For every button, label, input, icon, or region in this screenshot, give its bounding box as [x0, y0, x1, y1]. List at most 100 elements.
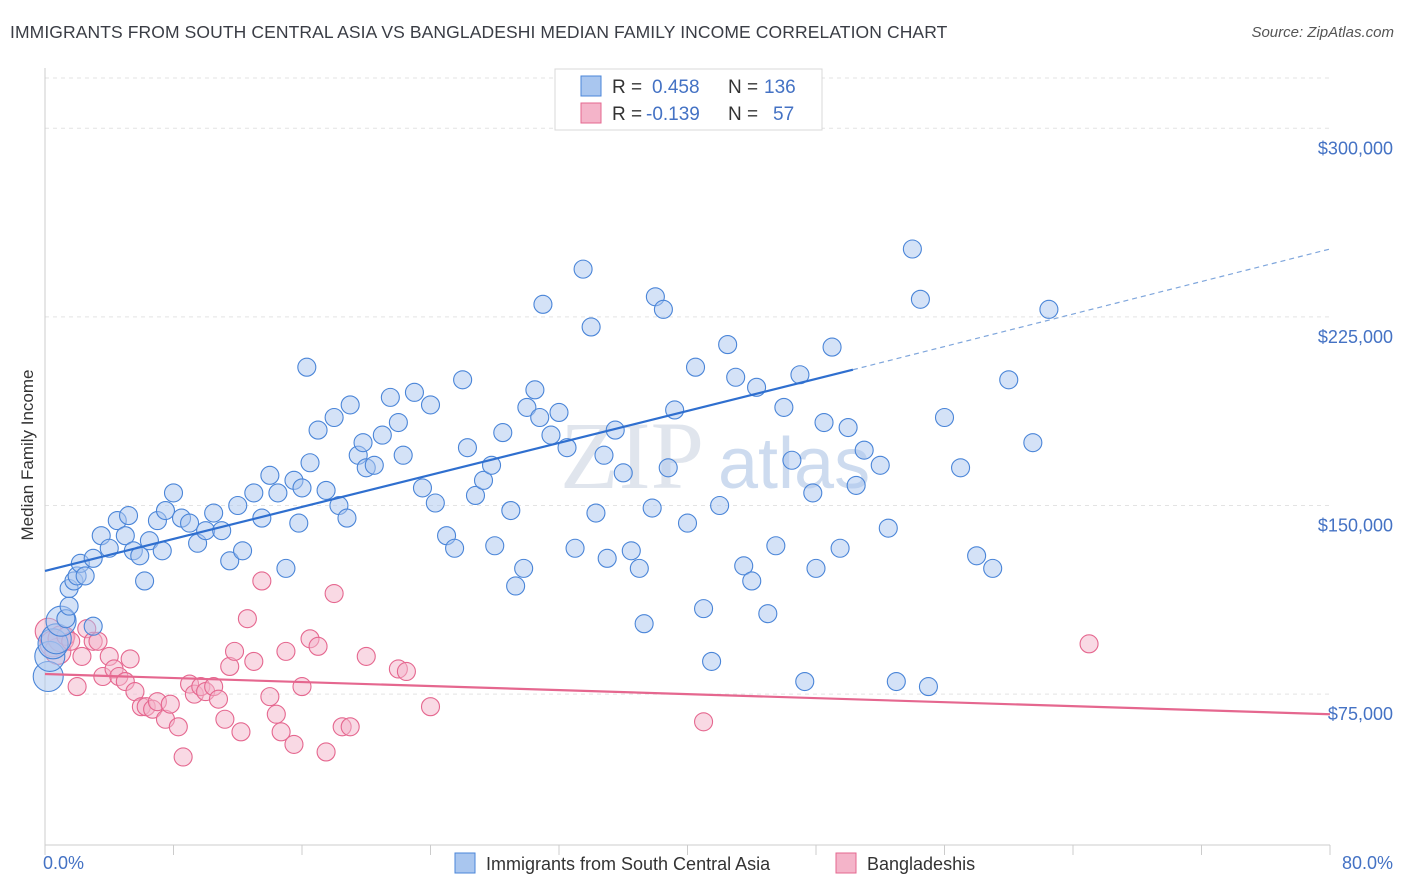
- blue-point-25: [152, 541, 172, 561]
- blue-point-44: [297, 357, 317, 377]
- pink-point-24: [168, 717, 188, 737]
- blue-point-102: [702, 651, 722, 671]
- legend-n-label-2: N =: [728, 104, 758, 125]
- blue-point-130: [951, 458, 971, 478]
- blue-point-81: [549, 402, 569, 423]
- blue-point-116: [806, 558, 826, 578]
- blue-point-94: [642, 498, 662, 518]
- blue-point-11: [75, 566, 95, 586]
- pink-trend-line: [44, 672, 1331, 716]
- blue-point-79: [533, 294, 553, 314]
- blue-point-43: [292, 478, 312, 498]
- blue-trend-extension: [852, 248, 1331, 371]
- blue-point-75: [514, 558, 534, 578]
- y-tick-label-2: $225,000: [1318, 327, 1393, 347]
- pink-point-42: [276, 641, 296, 661]
- x-tick-labels: 0.0% 80.0%: [43, 853, 1393, 873]
- blue-point-132: [983, 558, 1003, 578]
- blue-point-106: [734, 556, 754, 576]
- blue-point-66: [453, 370, 473, 390]
- blue-point-21: [135, 571, 155, 591]
- blue-point-51: [340, 395, 360, 415]
- grid-lines: [45, 77, 1330, 695]
- blue-point-55: [364, 455, 384, 475]
- blue-point-31: [204, 503, 224, 523]
- blue-point-71: [485, 536, 505, 556]
- blue-point-67: [457, 438, 477, 458]
- blue-point-96: [653, 299, 673, 319]
- bottom-legend-label-2: Bangladeshis: [867, 854, 975, 874]
- pink-point-6: [67, 677, 87, 697]
- blue-point-92: [629, 558, 649, 578]
- blue-point-65: [445, 538, 465, 558]
- legend-swatch-blue: [580, 75, 602, 97]
- pink-point-31: [208, 689, 229, 709]
- blue-point-121: [846, 475, 866, 495]
- correlation-legend: R = 0.458 N = 136 R = -0.139 N = 57: [554, 68, 823, 131]
- chart-title: IMMIGRANTS FROM SOUTH CENTRAL ASIA VS BA…: [10, 22, 948, 42]
- blue-point-35: [233, 541, 253, 561]
- pink-point-51: [356, 646, 376, 666]
- blue-point-99: [677, 513, 698, 533]
- blue-point-56: [372, 425, 392, 445]
- blue-point-100: [685, 357, 706, 377]
- blue-point-82: [557, 438, 577, 458]
- blue-point-46: [308, 420, 328, 440]
- blue-point-111: [774, 397, 794, 417]
- blue-point-129: [934, 407, 955, 428]
- blue-point-124: [878, 518, 898, 538]
- blue-point-28: [180, 513, 200, 533]
- pink-point-32: [215, 709, 235, 729]
- blue-point-34: [228, 495, 248, 516]
- blue-point-133: [999, 370, 1019, 390]
- watermark: ZIP atlas: [560, 402, 870, 509]
- blue-point-87: [594, 445, 614, 465]
- blue-point-90: [613, 463, 633, 483]
- bottom-legend-label-1: Immigrants from South Central Asia: [486, 854, 771, 874]
- blue-point-110: [766, 536, 786, 556]
- blue-point-76: [517, 397, 537, 417]
- blue-point-105: [726, 367, 746, 387]
- blue-point-114: [795, 671, 815, 692]
- blue-point-61: [412, 478, 433, 498]
- blue-point-42: [289, 513, 309, 533]
- blue-point-88: [597, 548, 617, 568]
- y-tick-label-3: $300,000: [1318, 138, 1393, 158]
- series-legend: Immigrants from South Central Asia Bangl…: [454, 852, 975, 874]
- pink-point-35: [231, 722, 251, 742]
- pink-point-40: [266, 704, 286, 724]
- y-tick-label-0: $75,000: [1328, 704, 1393, 724]
- blue-point-77: [525, 380, 545, 400]
- blue-point-74: [506, 576, 526, 596]
- pink-point-48: [324, 583, 344, 604]
- blue-point-126: [902, 239, 922, 259]
- blue-point-134: [1023, 433, 1043, 453]
- legend-r-label-1: R =: [612, 77, 642, 98]
- pink-point-50: [340, 717, 360, 737]
- pink-point-41: [271, 722, 291, 742]
- blue-point-80: [541, 425, 561, 445]
- pink-point-44: [292, 677, 312, 697]
- blue-point-18: [118, 506, 139, 526]
- blue-point-12: [83, 616, 103, 636]
- pink-point-56: [1079, 634, 1099, 654]
- pink-point-34: [224, 641, 245, 661]
- blue-point-72: [493, 423, 513, 443]
- pink-point-37: [244, 651, 264, 671]
- pink-point-16: [120, 649, 140, 669]
- blue-point-101: [694, 599, 714, 619]
- blue-trend-line: [44, 368, 854, 572]
- blue-point-50: [337, 508, 357, 528]
- blue-point-115: [803, 483, 823, 503]
- blue-point-68: [465, 485, 486, 505]
- legend-swatch-pink: [580, 102, 602, 124]
- legend-r-value-2: -0.139: [646, 104, 700, 125]
- x-tick-label-1: 80.0%: [1342, 853, 1393, 873]
- axes: [44, 68, 1331, 855]
- blue-point-122: [854, 440, 874, 460]
- legend-r-label-2: R =: [612, 104, 642, 125]
- chart-source: Source: ZipAtlas.com: [1251, 24, 1394, 41]
- trend-lines: [44, 248, 1331, 716]
- blue-point-131: [967, 546, 987, 566]
